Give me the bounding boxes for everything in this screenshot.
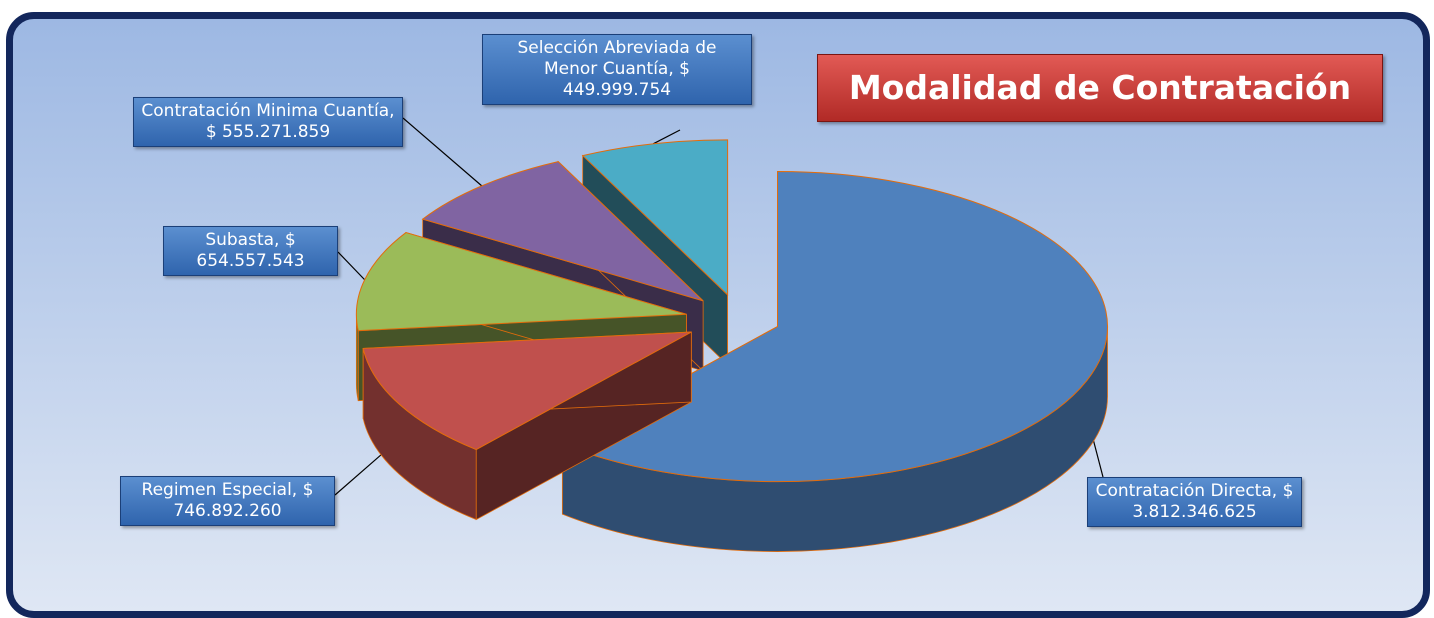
label-category: Selección Abreviada de Menor Cuantía, <box>517 38 717 79</box>
data-label: Contratación Minima Cuantía, $ 555.271.8… <box>133 97 403 147</box>
data-label: Regimen Especial, $ 746.892.260 <box>120 476 335 526</box>
label-category: Contratación Directa, <box>1095 481 1278 501</box>
slice <box>561 171 1108 552</box>
label-value: $ 555.271.859 <box>205 122 331 142</box>
label-value: $ 654.557.543 <box>196 230 305 271</box>
slice-top <box>581 139 729 297</box>
leader-line <box>652 129 681 145</box>
leader-line <box>337 251 366 281</box>
slice-top <box>561 171 1108 482</box>
data-label: Contratación Directa, $ 3.812.346.625 <box>1087 477 1302 527</box>
slice <box>362 331 692 521</box>
label-value: $ 449.999.754 <box>562 59 690 100</box>
label-category: Regimen Especial, <box>141 480 298 500</box>
data-label: Selección Abreviada de Menor Cuantía, $ … <box>482 34 752 105</box>
slice-top <box>421 161 704 302</box>
slice-top <box>362 331 692 451</box>
leader-line <box>402 117 483 187</box>
slice-top <box>355 232 687 332</box>
label-category: Contratación Minima Cuantía, <box>141 101 395 121</box>
label-value: $ 3.812.346.625 <box>1132 481 1294 522</box>
chart-title: Modalidad de Contratación <box>817 54 1383 122</box>
label-value: $ 746.892.260 <box>173 480 314 521</box>
label-category: Subasta, <box>205 230 280 250</box>
data-label: Subasta, $ 654.557.543 <box>163 226 338 276</box>
